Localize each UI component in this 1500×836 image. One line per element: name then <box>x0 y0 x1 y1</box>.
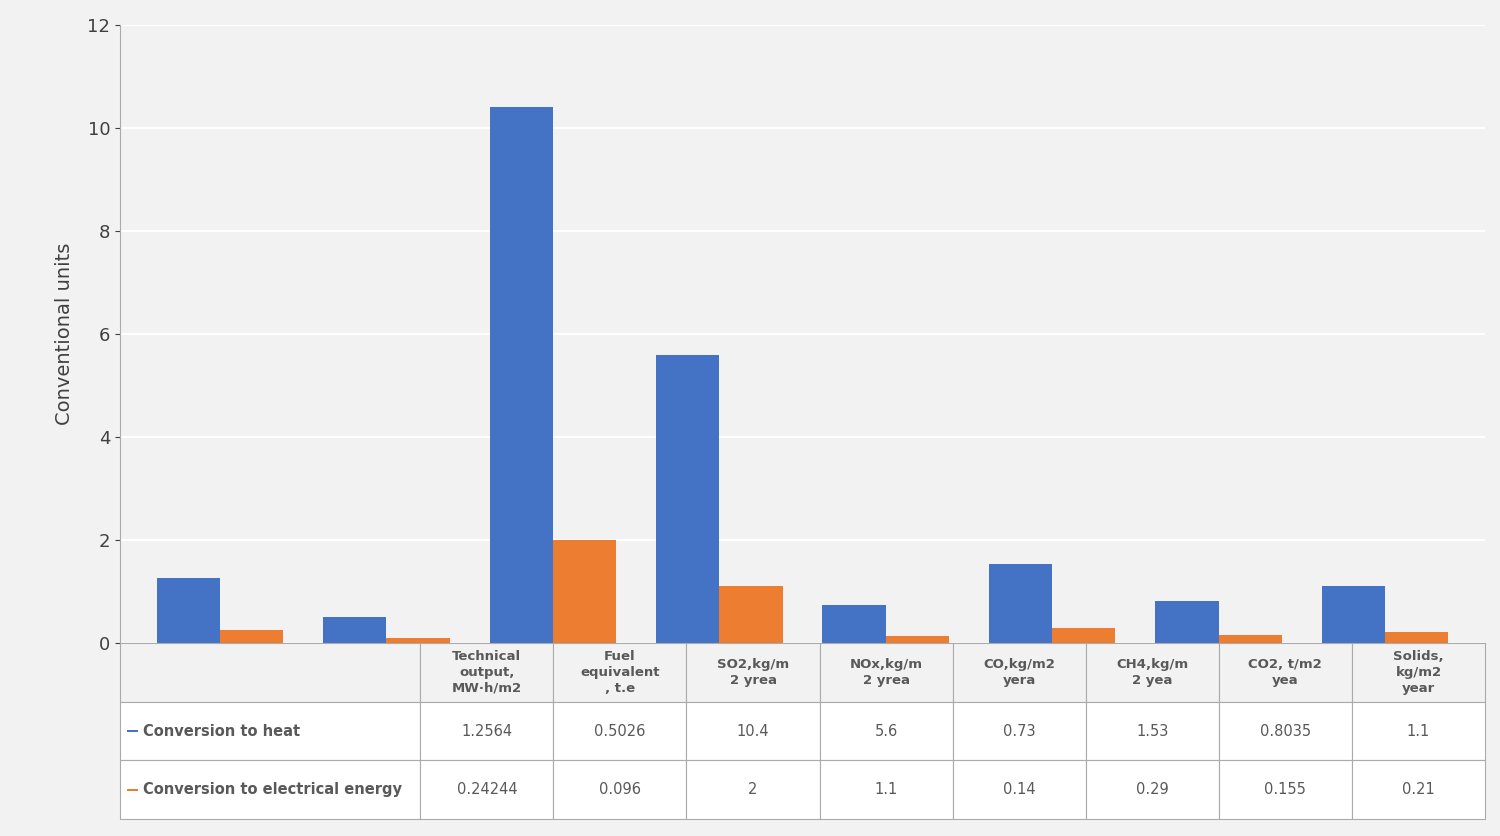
Bar <box>120 701 420 761</box>
Text: Fuel
equivalent
, t.e: Fuel equivalent , t.e <box>580 650 660 695</box>
Bar <box>988 564 1052 643</box>
Bar <box>128 730 138 732</box>
Text: 0.73: 0.73 <box>1004 723 1035 738</box>
Bar <box>885 635 950 643</box>
Bar <box>120 643 420 701</box>
Text: 1.1: 1.1 <box>1407 723 1430 738</box>
Bar <box>554 761 687 819</box>
Text: 0.155: 0.155 <box>1264 782 1306 798</box>
Text: 5.6: 5.6 <box>874 723 897 738</box>
Bar <box>1218 635 1282 643</box>
Bar <box>819 643 952 701</box>
Bar <box>687 643 819 701</box>
Bar <box>554 643 687 701</box>
Bar <box>720 586 783 643</box>
Bar <box>420 701 554 761</box>
Bar <box>387 638 450 643</box>
Y-axis label: Conventional units: Conventional units <box>54 242 74 426</box>
Text: CO,kg/m2
yera: CO,kg/m2 yera <box>984 658 1054 686</box>
Bar <box>1086 761 1220 819</box>
Bar <box>656 354 720 643</box>
Text: 1.53: 1.53 <box>1136 723 1168 738</box>
Bar <box>819 701 952 761</box>
Text: 0.096: 0.096 <box>598 782 640 798</box>
Bar <box>822 605 885 643</box>
Text: 1.1: 1.1 <box>874 782 897 798</box>
Bar <box>687 701 819 761</box>
Bar <box>687 761 819 819</box>
Text: 0.21: 0.21 <box>1402 782 1435 798</box>
Bar <box>1352 701 1485 761</box>
Bar <box>952 643 1086 701</box>
Text: Solids,
kg/m2
year: Solids, kg/m2 year <box>1394 650 1444 695</box>
Bar <box>554 540 616 643</box>
Bar <box>1052 628 1116 643</box>
Text: 0.24244: 0.24244 <box>456 782 518 798</box>
Text: 2: 2 <box>748 782 758 798</box>
Bar <box>220 630 284 643</box>
Text: 1.2564: 1.2564 <box>462 723 513 738</box>
Bar <box>1155 601 1218 643</box>
Bar <box>1086 701 1220 761</box>
Bar <box>952 761 1086 819</box>
Text: Conversion to electrical energy: Conversion to electrical energy <box>142 782 402 798</box>
Bar <box>1322 586 1384 643</box>
Text: CH4,kg/m
2 yea: CH4,kg/m 2 yea <box>1116 658 1188 686</box>
Text: CO2, t/m2
yea: CO2, t/m2 yea <box>1248 658 1322 686</box>
Bar <box>1220 761 1352 819</box>
Bar <box>128 789 138 791</box>
Bar <box>1352 761 1485 819</box>
Text: 0.29: 0.29 <box>1136 782 1168 798</box>
Bar <box>322 617 387 643</box>
Bar <box>1384 632 1449 643</box>
Text: 0.8035: 0.8035 <box>1260 723 1311 738</box>
Text: Technical
output,
MW·h/m2: Technical output, MW·h/m2 <box>452 650 522 695</box>
Text: 0.14: 0.14 <box>1004 782 1035 798</box>
Bar <box>420 761 554 819</box>
Bar <box>952 701 1086 761</box>
Text: 0.5026: 0.5026 <box>594 723 645 738</box>
Bar <box>1220 643 1352 701</box>
Bar <box>120 761 420 819</box>
Bar <box>1352 643 1485 701</box>
Bar <box>1220 701 1352 761</box>
Text: SO2,kg/m
2 yrea: SO2,kg/m 2 yrea <box>717 658 789 686</box>
Text: Conversion to heat: Conversion to heat <box>142 723 300 738</box>
Bar <box>554 701 687 761</box>
Bar <box>819 761 952 819</box>
Bar <box>1086 643 1220 701</box>
Bar <box>156 579 220 643</box>
Bar <box>420 643 554 701</box>
Text: NOx,kg/m
2 yrea: NOx,kg/m 2 yrea <box>849 658 922 686</box>
Bar <box>489 108 554 643</box>
Text: 10.4: 10.4 <box>736 723 770 738</box>
